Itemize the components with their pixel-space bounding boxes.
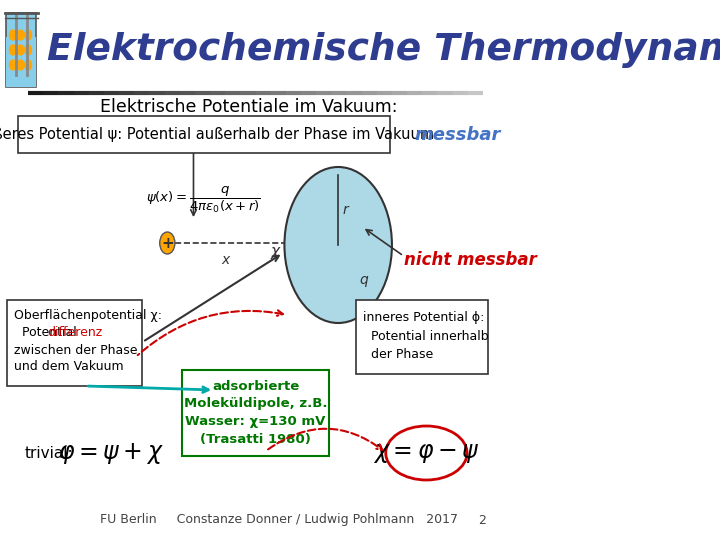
Text: +: + <box>161 235 174 251</box>
Text: trivial:: trivial: <box>24 446 73 461</box>
Text: $\varphi = \psi + \chi$: $\varphi = \psi + \chi$ <box>58 441 163 465</box>
Circle shape <box>9 45 17 55</box>
Circle shape <box>17 60 24 70</box>
Text: Elektrische Potentiale im Vakuum:: Elektrische Potentiale im Vakuum: <box>100 98 397 116</box>
FancyBboxPatch shape <box>6 37 37 87</box>
Text: äußeres Potential ψ: Potential außerhalb der Phase im Vakuum: äußeres Potential ψ: Potential außerhalb… <box>0 127 433 142</box>
Text: FU Berlin     Constanze Donner / Ludwig Pohlmann   2017: FU Berlin Constanze Donner / Ludwig Pohl… <box>101 514 459 526</box>
Text: zwischen der Phase: zwischen der Phase <box>14 343 138 356</box>
Text: r: r <box>343 203 348 217</box>
Circle shape <box>24 60 32 70</box>
Text: Wasser: χ=130 mV: Wasser: χ=130 mV <box>185 415 325 429</box>
Text: Potential innerhalb: Potential innerhalb <box>363 329 489 342</box>
FancyBboxPatch shape <box>7 300 143 386</box>
Text: q: q <box>359 273 368 287</box>
Text: x: x <box>222 253 230 267</box>
Circle shape <box>24 30 32 40</box>
Text: $\chi = \varphi - \psi$: $\chi = \varphi - \psi$ <box>373 441 480 465</box>
Text: der Phase: der Phase <box>363 348 433 361</box>
Text: $\psi(x) = \dfrac{q}{4\pi\varepsilon_0(x+r)}$: $\psi(x) = \dfrac{q}{4\pi\varepsilon_0(x… <box>146 185 261 215</box>
Text: Potential: Potential <box>14 327 77 340</box>
Text: Moleküldipole, z.B.: Moleküldipole, z.B. <box>184 397 328 410</box>
Text: 2: 2 <box>479 514 486 526</box>
Circle shape <box>284 167 392 323</box>
Text: Elektrochemische Thermodynamik: Elektrochemische Thermodynamik <box>48 32 720 68</box>
Text: adsorbierte: adsorbierte <box>212 380 299 393</box>
Text: (Trasatti 1980): (Trasatti 1980) <box>200 434 311 447</box>
FancyBboxPatch shape <box>19 116 390 153</box>
Circle shape <box>160 232 175 254</box>
Text: $\chi$: $\chi$ <box>269 245 282 261</box>
Circle shape <box>9 30 17 40</box>
Circle shape <box>17 45 24 55</box>
Circle shape <box>17 30 24 40</box>
Text: nicht messbar: nicht messbar <box>404 251 536 269</box>
Circle shape <box>9 60 17 70</box>
Text: messbar: messbar <box>414 125 500 144</box>
FancyBboxPatch shape <box>356 300 488 374</box>
Text: und dem Vakuum: und dem Vakuum <box>14 361 124 374</box>
FancyBboxPatch shape <box>181 370 329 456</box>
Text: inneres Potential ϕ:: inneres Potential ϕ: <box>363 312 485 325</box>
Circle shape <box>24 45 32 55</box>
Text: differenz: differenz <box>48 327 103 340</box>
FancyBboxPatch shape <box>6 13 37 87</box>
Text: Oberflächenpotential χ:: Oberflächenpotential χ: <box>14 309 162 322</box>
